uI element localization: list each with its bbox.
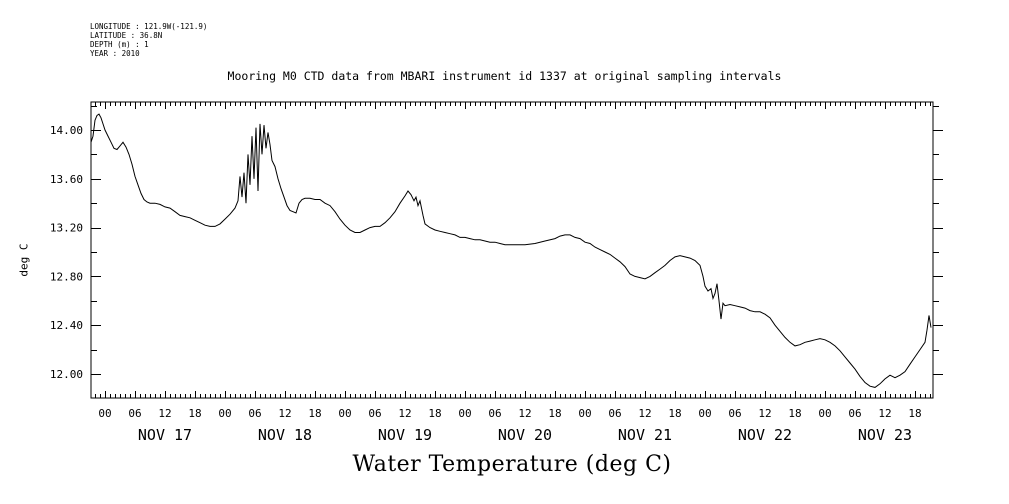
x-day-label: NOV 21 — [618, 426, 672, 444]
x-tick-label: 00 — [98, 407, 111, 420]
x-tick-label: 06 — [248, 407, 261, 420]
x-day-label: NOV 23 — [858, 426, 912, 444]
x-tick-label: 12 — [758, 407, 771, 420]
x-day-label: NOV 17 — [138, 426, 192, 444]
x-tick-label: 18 — [788, 407, 801, 420]
x-tick-label: 12 — [638, 407, 651, 420]
meta-year: YEAR : 2010 — [90, 49, 140, 58]
x-tick-label: 12 — [278, 407, 291, 420]
y-tick-label: 12.80 — [50, 270, 83, 283]
x-tick-label: 00 — [698, 407, 711, 420]
x-tick-label: 06 — [848, 407, 861, 420]
x-day-label: NOV 19 — [378, 426, 432, 444]
x-tick-label: 12 — [518, 407, 531, 420]
x-tick-label: 12 — [398, 407, 411, 420]
x-tick-label: 18 — [668, 407, 681, 420]
x-tick-label: 18 — [428, 407, 441, 420]
x-tick-label: 18 — [908, 407, 921, 420]
x-tick-label: 06 — [608, 407, 621, 420]
y-tick-label: 13.60 — [50, 173, 83, 186]
meta-longitude: LONGITUDE : 121.9W(-121.9) — [90, 22, 208, 31]
x-day-label: NOV 22 — [738, 426, 792, 444]
chart-title: Mooring M0 CTD data from MBARI instrumen… — [227, 69, 782, 83]
series-line-water-temperature — [90, 113, 932, 388]
x-axis-label: Water Temperature (deg C) — [352, 452, 672, 477]
x-tick-label: 00 — [218, 407, 231, 420]
x-tick-label: 06 — [128, 407, 141, 420]
x-tick-label: 00 — [578, 407, 591, 420]
metadata-block: LONGITUDE : 121.9W(-121.9) LATITUDE : 36… — [90, 22, 207, 58]
x-tick-label: 00 — [338, 407, 351, 420]
x-tick-label: 18 — [308, 407, 321, 420]
x-tick-label: 00 — [818, 407, 831, 420]
x-tick-label: 18 — [188, 407, 201, 420]
x-tick-label: 00 — [458, 407, 471, 420]
x-tick-label: 12 — [878, 407, 891, 420]
y-tick-label: 13.20 — [50, 222, 83, 235]
x-day-label: NOV 18 — [258, 426, 312, 444]
y-tick-label: 12.40 — [50, 319, 83, 332]
x-tick-label: 06 — [368, 407, 381, 420]
x-tick-label: 12 — [158, 407, 171, 420]
plot-frame — [90, 101, 934, 399]
x-tick-label: 06 — [488, 407, 501, 420]
x-day-label: NOV 20 — [498, 426, 552, 444]
x-tick-label: 06 — [728, 407, 741, 420]
x-tick-label: 18 — [548, 407, 561, 420]
meta-depth: DEPTH (m) : 1 — [90, 40, 149, 49]
meta-latitude: LATITUDE : 36.8N — [90, 31, 163, 40]
y-tick-label: 12.00 — [50, 368, 83, 381]
y-tick-label: 14.00 — [50, 124, 83, 137]
